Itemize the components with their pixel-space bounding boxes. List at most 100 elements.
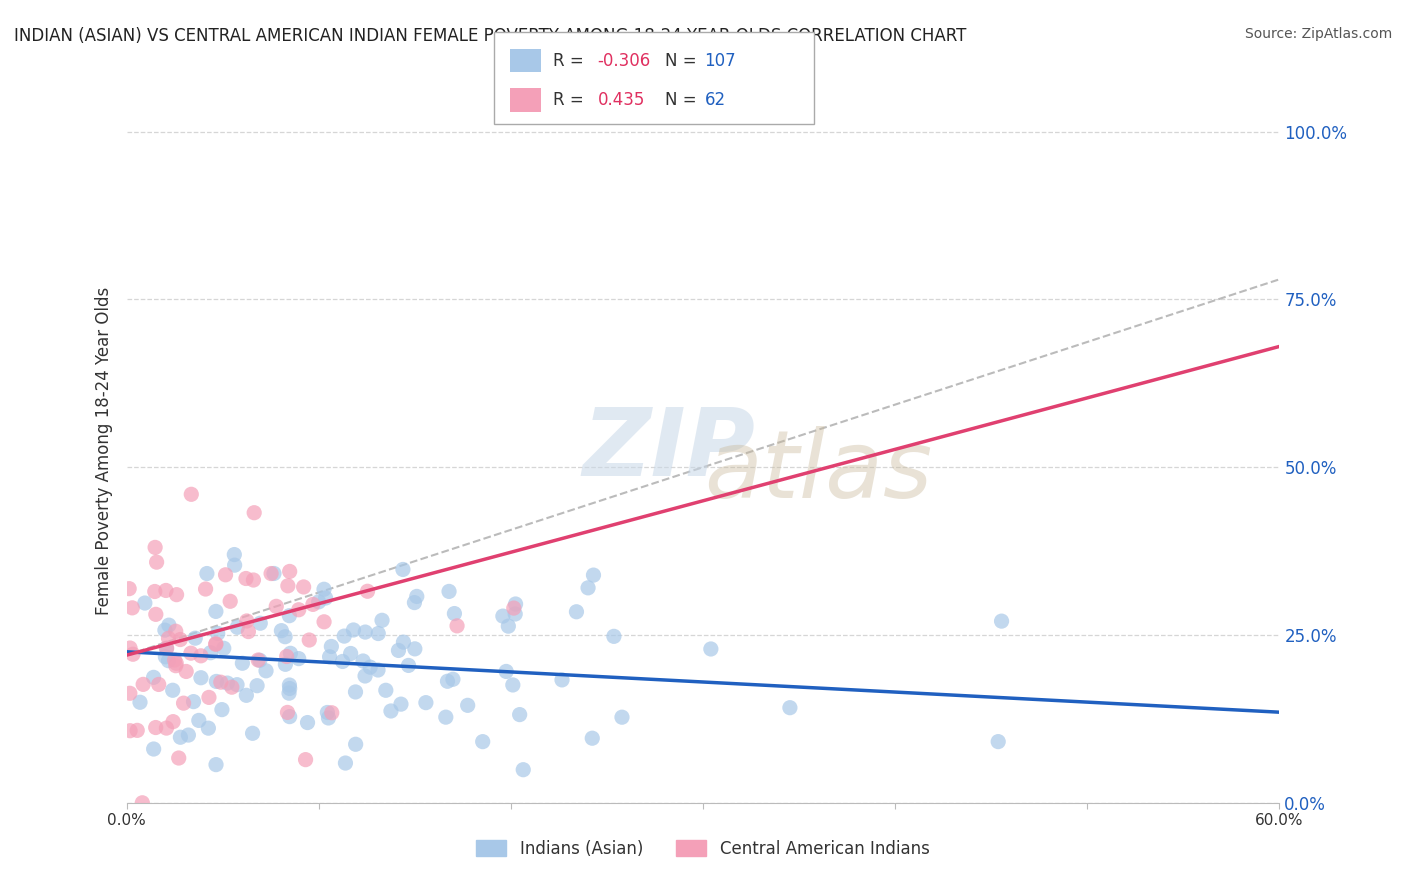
Point: [235, 572, 257, 586]
Point: [277, 579, 299, 593]
Point: [276, 706, 298, 720]
Point: [280, 646, 302, 660]
Point: [565, 605, 588, 619]
Point: [142, 670, 165, 684]
Point: [260, 566, 283, 581]
Point: [294, 753, 316, 767]
Point: [143, 584, 166, 599]
Point: [132, 677, 155, 691]
Point: [194, 582, 217, 596]
Point: [502, 601, 524, 615]
Point: [214, 567, 236, 582]
Point: [495, 665, 517, 679]
Point: [374, 683, 396, 698]
Point: [247, 653, 270, 667]
Point: [441, 673, 464, 687]
Point: [120, 723, 142, 738]
Point: [581, 731, 603, 746]
Point: [236, 614, 259, 628]
Point: [263, 566, 285, 581]
Text: ZIP: ZIP: [582, 404, 755, 497]
Point: [184, 631, 207, 645]
Text: Source: ZipAtlas.com: Source: ZipAtlas.com: [1244, 27, 1392, 41]
Point: [333, 629, 356, 643]
Point: [118, 641, 141, 656]
Point: [122, 647, 145, 661]
Text: R =: R =: [553, 52, 589, 70]
Point: [278, 608, 301, 623]
Point: [155, 721, 177, 735]
Point: [344, 737, 367, 751]
Point: [342, 623, 364, 637]
Point: [121, 600, 143, 615]
Point: [177, 728, 200, 742]
Point: [190, 648, 212, 663]
Point: [505, 597, 527, 611]
Point: [131, 796, 153, 810]
Point: [404, 641, 426, 656]
Point: [380, 704, 402, 718]
Point: [404, 596, 426, 610]
Point: [603, 629, 626, 643]
Point: [415, 696, 437, 710]
Point: [118, 686, 141, 700]
Point: [169, 632, 191, 647]
Text: -0.306: -0.306: [598, 52, 651, 70]
Point: [200, 646, 222, 660]
Point: [356, 584, 378, 599]
Point: [576, 581, 599, 595]
Point: [174, 665, 197, 679]
Point: [143, 541, 166, 555]
Point: [354, 669, 377, 683]
Point: [436, 674, 458, 689]
Point: [190, 671, 212, 685]
Point: [169, 731, 191, 745]
Point: [392, 635, 415, 649]
Point: [204, 637, 226, 651]
Point: [278, 709, 301, 723]
Point: [118, 582, 141, 596]
Point: [457, 698, 479, 713]
Point: [205, 757, 228, 772]
Point: [582, 568, 605, 582]
Point: [387, 643, 409, 657]
Point: [278, 565, 301, 579]
Text: 0.435: 0.435: [598, 91, 645, 109]
Point: [165, 657, 187, 671]
Point: [502, 678, 524, 692]
Point: [492, 609, 515, 624]
Point: [274, 657, 297, 672]
Point: [156, 641, 179, 656]
Point: [238, 624, 260, 639]
Point: [212, 641, 235, 656]
Point: [298, 633, 321, 648]
Point: [243, 506, 266, 520]
Point: [312, 615, 335, 629]
Point: [197, 721, 219, 735]
Point: [292, 580, 315, 594]
Point: [246, 679, 269, 693]
Point: [359, 660, 381, 674]
Point: [274, 630, 297, 644]
Point: [155, 583, 177, 598]
Point: [498, 619, 520, 633]
Point: [173, 696, 195, 710]
Point: [278, 678, 301, 692]
Point: [187, 714, 209, 728]
Point: [231, 657, 253, 671]
Point: [318, 711, 340, 725]
Point: [344, 685, 367, 699]
Point: [405, 590, 427, 604]
Y-axis label: Female Poverty Among 18-24 Year Olds: Female Poverty Among 18-24 Year Olds: [94, 286, 112, 615]
Point: [270, 624, 292, 638]
Point: [990, 614, 1012, 628]
Point: [312, 582, 335, 597]
Point: [217, 676, 239, 690]
Point: [315, 591, 337, 605]
Point: [512, 763, 534, 777]
Point: [157, 654, 180, 668]
Point: [335, 756, 357, 770]
Point: [434, 710, 457, 724]
Point: [610, 710, 633, 724]
Point: [287, 603, 309, 617]
